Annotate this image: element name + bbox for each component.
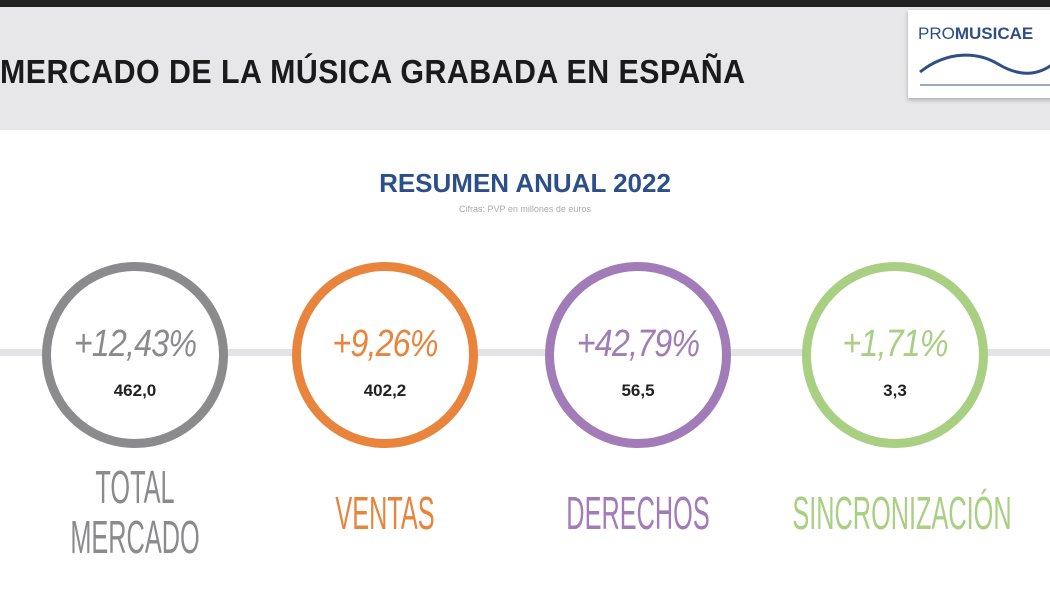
metric-circle-sincronizacion: +1,71% 3,3 (802, 262, 988, 448)
promusicae-logo: PROMUSICAE (908, 10, 1050, 98)
metric-circle-total: +12,43% 462,0 (42, 262, 228, 448)
metric-value: 3,3 (883, 381, 907, 400)
summary-subtitle: Cifras: PVP en millones de euros (459, 204, 591, 214)
metric-label-ventas: VENTAS (335, 487, 435, 539)
summary-heading: RESUMEN ANUAL 2022 (379, 168, 671, 198)
header-banner: MERCADO DE LA MÚSICA GRABADA EN ESPAÑA (0, 7, 1050, 130)
metric-value: 56,5 (621, 381, 655, 400)
page-title: MERCADO DE LA MÚSICA GRABADA EN ESPAÑA (0, 53, 746, 90)
metric-label-derechos: DERECHOS (566, 487, 710, 539)
wave-icon (919, 53, 1050, 75)
metric-label-sincronizacion: SINCRONIZACIÓN (792, 487, 1012, 539)
metric-change: +12,43% (73, 323, 197, 365)
logo-prefix: PRO (918, 24, 955, 43)
metric-value: 462,0 (113, 381, 157, 400)
label-line: TOTAL (95, 461, 175, 513)
metric-circle-ventas: +9,26% 402,2 (292, 262, 478, 448)
metric-change: +1,71% (842, 323, 948, 365)
metric-change: +9,26% (332, 323, 438, 365)
metric-change: +42,79% (576, 323, 700, 365)
metric-circle-derechos: +42,79% 56,5 (545, 262, 731, 448)
metric-value: 402,2 (363, 381, 407, 400)
logo-name: MUSICAE (954, 24, 1034, 43)
metric-label-total: TOTAL MERCADO (25, 462, 245, 562)
top-border (0, 0, 1050, 7)
label-line: MERCADO (70, 511, 200, 563)
connector-line (0, 349, 1050, 356)
